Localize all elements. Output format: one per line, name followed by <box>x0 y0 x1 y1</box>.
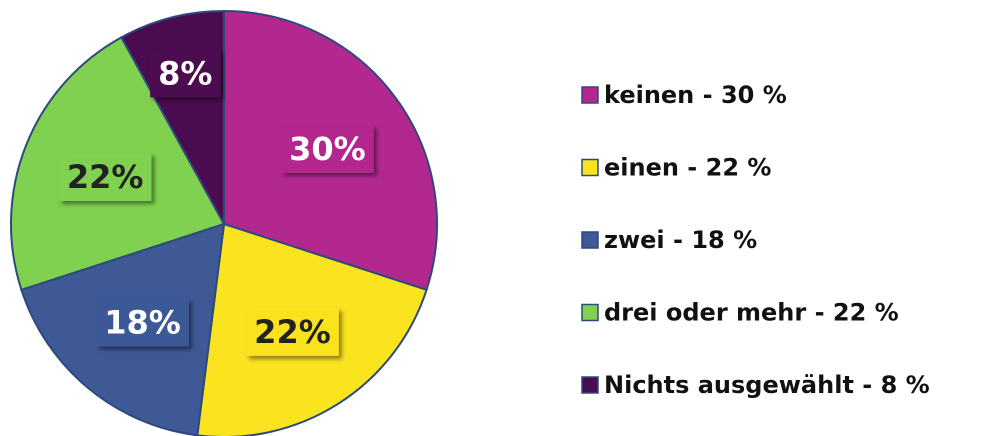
legend-label: drei oder mehr - 22 % <box>604 299 899 327</box>
data-label-text: 22% <box>67 158 144 196</box>
data-label-box <box>58 152 152 201</box>
data-label-box <box>281 124 374 173</box>
data-label: 22% <box>58 152 152 201</box>
data-label-text: 22% <box>254 313 331 351</box>
legend-swatch <box>581 86 599 104</box>
data-label-box <box>246 307 339 356</box>
data-label: 30% <box>281 124 374 173</box>
data-label-box <box>150 49 221 98</box>
legend-label: zwei - 18 % <box>604 226 757 254</box>
data-label-text: 18% <box>104 303 181 341</box>
data-label-box <box>96 298 189 347</box>
data-label: 22% <box>246 307 339 356</box>
legend-swatch <box>581 303 599 322</box>
legend-label: einen - 22 % <box>604 154 771 182</box>
data-label-text: 8% <box>158 54 212 92</box>
data-label: 8% <box>150 49 221 98</box>
legend-swatch <box>581 231 599 249</box>
legend-label: keinen - 30 % <box>604 81 787 109</box>
data-label: 18% <box>96 298 189 347</box>
legend-swatch <box>581 158 599 177</box>
legend-swatch <box>581 376 599 394</box>
data-label-text: 30% <box>289 130 366 168</box>
legend-label: Nichts ausgewählt - 8 % <box>604 371 930 399</box>
